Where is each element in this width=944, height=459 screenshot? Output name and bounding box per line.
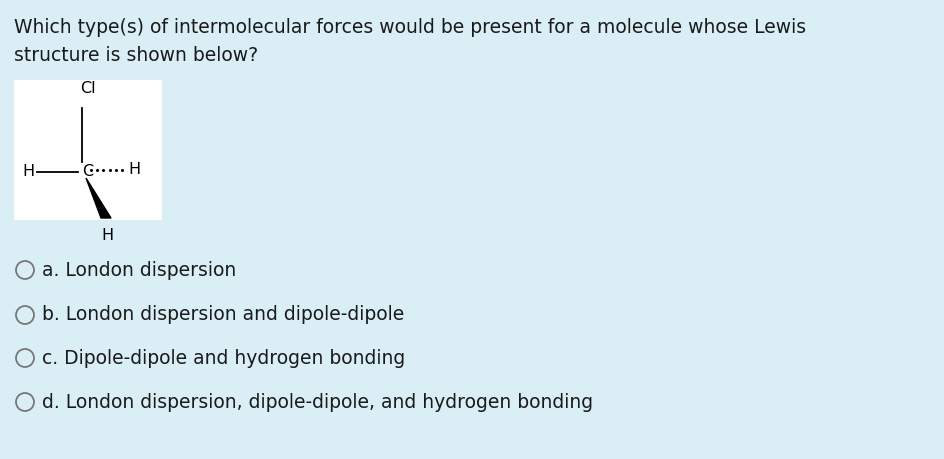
Text: H: H (127, 162, 140, 178)
Text: a. London dispersion: a. London dispersion (42, 261, 236, 280)
Bar (14, 80, 161, 220)
Text: Cl: Cl (80, 81, 95, 96)
Polygon shape (86, 178, 110, 218)
Text: d. London dispersion, dipole-dipole, and hydrogen bonding: d. London dispersion, dipole-dipole, and… (42, 392, 593, 412)
Text: H: H (101, 228, 113, 243)
Text: C: C (82, 164, 93, 179)
Text: c. Dipole-dipole and hydrogen bonding: c. Dipole-dipole and hydrogen bonding (42, 348, 405, 368)
Text: structure is shown below?: structure is shown below? (14, 46, 258, 65)
Text: b. London dispersion and dipole-dipole: b. London dispersion and dipole-dipole (42, 306, 404, 325)
Text: H: H (22, 164, 34, 179)
Text: Which type(s) of intermolecular forces would be present for a molecule whose Lew: Which type(s) of intermolecular forces w… (14, 18, 805, 37)
